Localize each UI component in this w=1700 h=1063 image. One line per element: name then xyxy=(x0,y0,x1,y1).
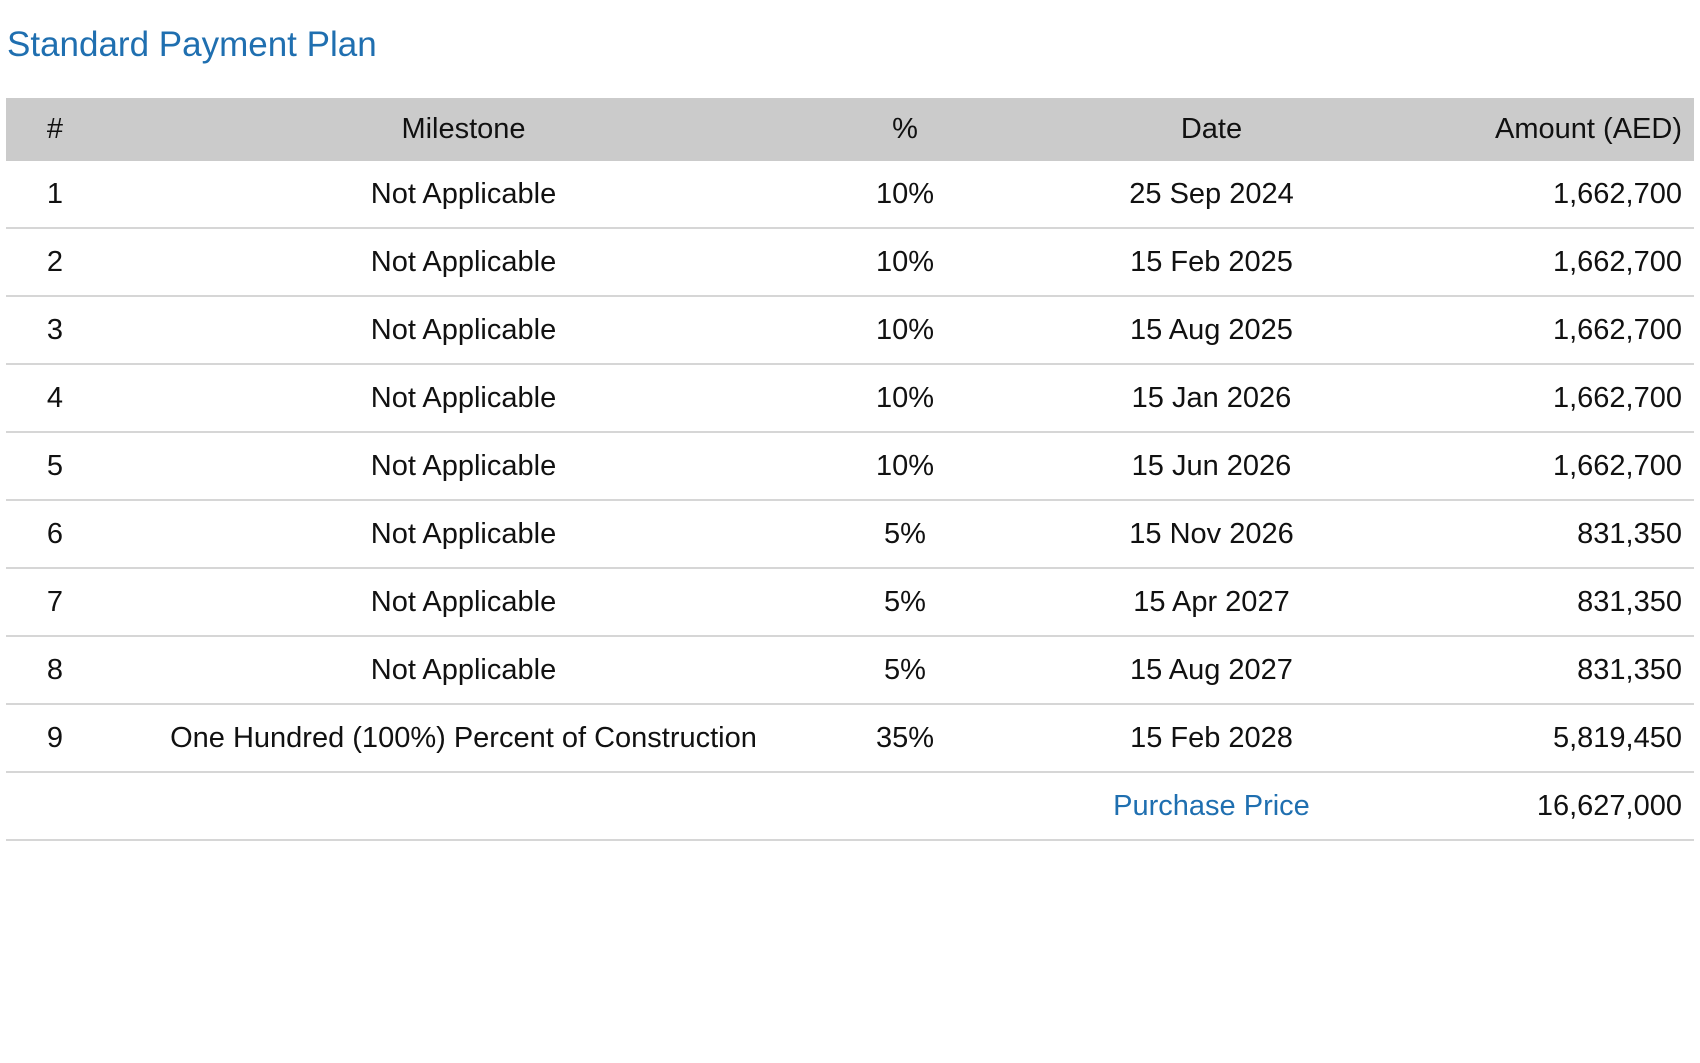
cell-milestone: Not Applicable xyxy=(104,432,823,501)
cell-number: 2 xyxy=(6,228,104,297)
page-title: Standard Payment Plan xyxy=(7,25,377,64)
cell-milestone: Not Applicable xyxy=(104,636,823,705)
purchase-price-label: Purchase Price xyxy=(987,772,1436,841)
table-row: 3 Not Applicable 10% 15 Aug 2025 1,662,7… xyxy=(6,296,1694,365)
cell-percent: 5% xyxy=(823,568,987,637)
cell-amount: 1,662,700 xyxy=(1436,228,1694,297)
cell-date: 15 Nov 2026 xyxy=(987,500,1436,569)
table-row: 1 Not Applicable 10% 25 Sep 2024 1,662,7… xyxy=(6,161,1694,229)
cell-number: 5 xyxy=(6,432,104,501)
cell-number: 1 xyxy=(6,161,104,229)
column-header-date: Date xyxy=(987,98,1436,161)
cell-number: 6 xyxy=(6,500,104,569)
column-header-amount: Amount (AED) xyxy=(1436,98,1694,161)
cell-amount: 5,819,450 xyxy=(1436,704,1694,773)
cell-milestone: Not Applicable xyxy=(104,296,823,365)
cell-amount: 1,662,700 xyxy=(1436,161,1694,229)
cell-amount: 831,350 xyxy=(1436,500,1694,569)
empty-cell xyxy=(104,772,823,841)
table-body: 1 Not Applicable 10% 25 Sep 2024 1,662,7… xyxy=(6,161,1694,841)
column-header-percent: % xyxy=(823,98,987,161)
cell-milestone: Not Applicable xyxy=(104,161,823,229)
cell-milestone: One Hundred (100%) Percent of Constructi… xyxy=(104,704,823,773)
column-header-number: # xyxy=(6,98,104,161)
cell-milestone: Not Applicable xyxy=(104,568,823,637)
cell-percent: 10% xyxy=(823,161,987,229)
cell-percent: 10% xyxy=(823,432,987,501)
cell-date: 15 Feb 2028 xyxy=(987,704,1436,773)
cell-date: 15 Jun 2026 xyxy=(987,432,1436,501)
cell-date: 15 Aug 2025 xyxy=(987,296,1436,365)
cell-amount: 1,662,700 xyxy=(1436,296,1694,365)
purchase-price-amount: 16,627,000 xyxy=(1436,772,1694,841)
cell-number: 3 xyxy=(6,296,104,365)
payment-plan-table: # Milestone % Date Amount (AED) 1 Not Ap… xyxy=(6,98,1694,841)
table-row: 4 Not Applicable 10% 15 Jan 2026 1,662,7… xyxy=(6,364,1694,433)
table-header: # Milestone % Date Amount (AED) xyxy=(6,98,1694,161)
column-header-milestone: Milestone xyxy=(104,98,823,161)
cell-milestone: Not Applicable xyxy=(104,364,823,433)
table-row: 8 Not Applicable 5% 15 Aug 2027 831,350 xyxy=(6,636,1694,705)
cell-date: 15 Apr 2027 xyxy=(987,568,1436,637)
cell-milestone: Not Applicable xyxy=(104,500,823,569)
cell-amount: 1,662,700 xyxy=(1436,364,1694,433)
cell-date: 25 Sep 2024 xyxy=(987,161,1436,229)
cell-milestone: Not Applicable xyxy=(104,228,823,297)
total-row: Purchase Price 16,627,000 xyxy=(6,772,1694,841)
cell-amount: 1,662,700 xyxy=(1436,432,1694,501)
cell-amount: 831,350 xyxy=(1436,636,1694,705)
cell-number: 8 xyxy=(6,636,104,705)
table-row: 7 Not Applicable 5% 15 Apr 2027 831,350 xyxy=(6,568,1694,637)
cell-date: 15 Aug 2027 xyxy=(987,636,1436,705)
header-row: # Milestone % Date Amount (AED) xyxy=(6,98,1694,161)
empty-cell xyxy=(6,772,104,841)
cell-number: 9 xyxy=(6,704,104,773)
cell-percent: 5% xyxy=(823,636,987,705)
cell-percent: 5% xyxy=(823,500,987,569)
cell-date: 15 Jan 2026 xyxy=(987,364,1436,433)
table-row: 2 Not Applicable 10% 15 Feb 2025 1,662,7… xyxy=(6,228,1694,297)
cell-date: 15 Feb 2025 xyxy=(987,228,1436,297)
cell-percent: 10% xyxy=(823,364,987,433)
cell-percent: 10% xyxy=(823,228,987,297)
cell-number: 4 xyxy=(6,364,104,433)
table-row: 9 One Hundred (100%) Percent of Construc… xyxy=(6,704,1694,773)
cell-percent: 35% xyxy=(823,704,987,773)
empty-cell xyxy=(823,772,987,841)
cell-amount: 831,350 xyxy=(1436,568,1694,637)
cell-number: 7 xyxy=(6,568,104,637)
cell-percent: 10% xyxy=(823,296,987,365)
table-row: 6 Not Applicable 5% 15 Nov 2026 831,350 xyxy=(6,500,1694,569)
table-row: 5 Not Applicable 10% 15 Jun 2026 1,662,7… xyxy=(6,432,1694,501)
